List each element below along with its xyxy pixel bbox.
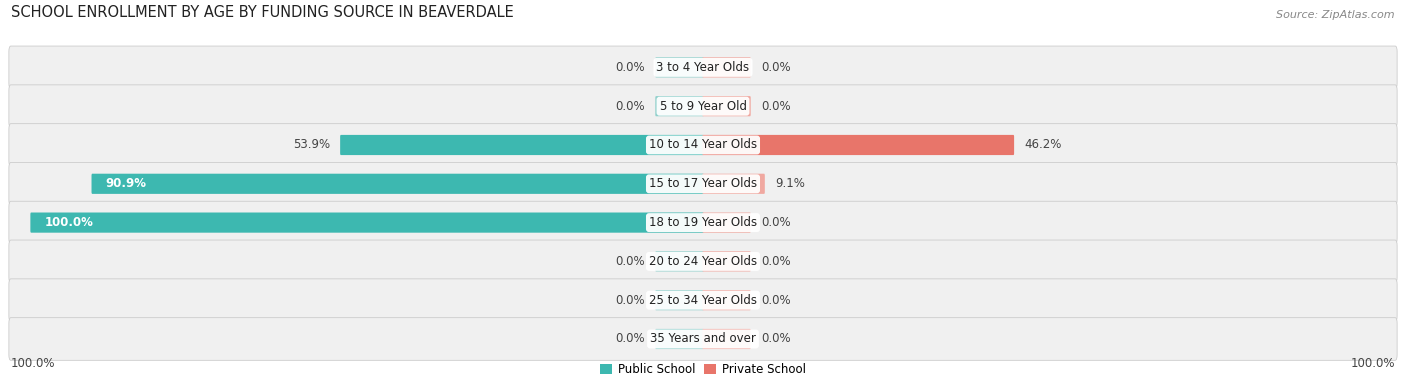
Text: Source: ZipAtlas.com: Source: ZipAtlas.com [1277,10,1395,20]
Text: 0.0%: 0.0% [616,333,645,345]
FancyBboxPatch shape [340,135,703,155]
Text: 0.0%: 0.0% [761,255,790,268]
Text: 0.0%: 0.0% [616,100,645,113]
Text: 100.0%: 100.0% [1351,356,1395,370]
Text: 25 to 34 Year Olds: 25 to 34 Year Olds [650,294,756,307]
Text: 0.0%: 0.0% [761,100,790,113]
FancyBboxPatch shape [703,135,1014,155]
Text: 0.0%: 0.0% [616,255,645,268]
FancyBboxPatch shape [703,174,765,194]
FancyBboxPatch shape [31,212,703,233]
Text: 18 to 19 Year Olds: 18 to 19 Year Olds [650,216,756,229]
FancyBboxPatch shape [8,124,1398,166]
Text: 100.0%: 100.0% [45,216,93,229]
FancyBboxPatch shape [703,57,751,77]
Text: 10 to 14 Year Olds: 10 to 14 Year Olds [650,138,756,152]
Text: 53.9%: 53.9% [292,138,330,152]
FancyBboxPatch shape [655,251,703,271]
FancyBboxPatch shape [8,279,1398,322]
FancyBboxPatch shape [655,96,703,116]
Text: 0.0%: 0.0% [761,216,790,229]
Text: 9.1%: 9.1% [775,177,804,190]
Text: SCHOOL ENROLLMENT BY AGE BY FUNDING SOURCE IN BEAVERDALE: SCHOOL ENROLLMENT BY AGE BY FUNDING SOUR… [11,5,513,20]
FancyBboxPatch shape [703,329,751,349]
FancyBboxPatch shape [8,240,1398,283]
Text: 0.0%: 0.0% [761,294,790,307]
FancyBboxPatch shape [655,57,703,77]
FancyBboxPatch shape [655,329,703,349]
FancyBboxPatch shape [8,163,1398,205]
FancyBboxPatch shape [703,290,751,310]
FancyBboxPatch shape [655,290,703,310]
FancyBboxPatch shape [703,96,751,116]
Text: 46.2%: 46.2% [1024,138,1062,152]
FancyBboxPatch shape [91,174,703,194]
FancyBboxPatch shape [8,318,1398,360]
FancyBboxPatch shape [8,85,1398,127]
Text: 35 Years and over: 35 Years and over [650,333,756,345]
Text: 3 to 4 Year Olds: 3 to 4 Year Olds [657,61,749,74]
Text: 100.0%: 100.0% [11,356,55,370]
Text: 0.0%: 0.0% [761,61,790,74]
Text: 0.0%: 0.0% [761,333,790,345]
Text: 15 to 17 Year Olds: 15 to 17 Year Olds [650,177,756,190]
FancyBboxPatch shape [8,46,1398,89]
Text: 5 to 9 Year Old: 5 to 9 Year Old [659,100,747,113]
Text: 0.0%: 0.0% [616,294,645,307]
FancyBboxPatch shape [8,201,1398,244]
Text: 20 to 24 Year Olds: 20 to 24 Year Olds [650,255,756,268]
FancyBboxPatch shape [703,251,751,271]
Text: 0.0%: 0.0% [616,61,645,74]
FancyBboxPatch shape [703,212,751,233]
Text: 90.9%: 90.9% [105,177,146,190]
Legend: Public School, Private School: Public School, Private School [600,363,806,376]
